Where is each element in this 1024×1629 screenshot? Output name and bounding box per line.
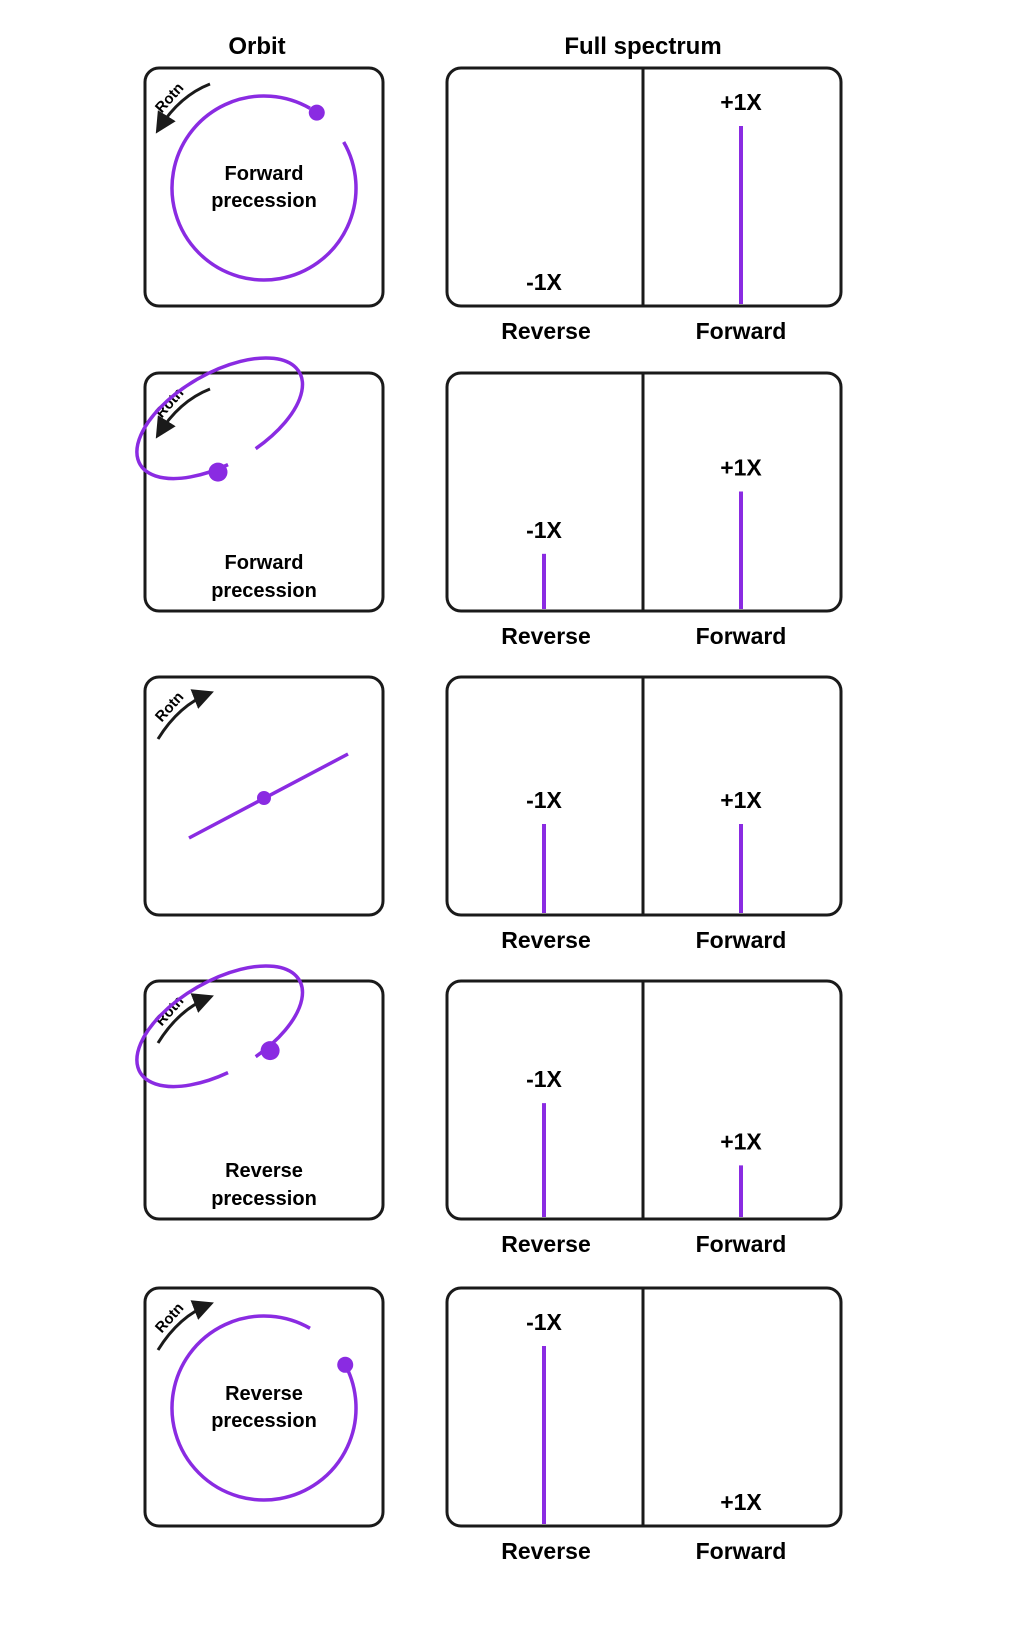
precession-label-line2: precession: [211, 1410, 317, 1432]
reverse-axis-label: Reverse: [501, 623, 591, 649]
reverse-component-label: -1X: [526, 787, 562, 813]
orbit-panel: [143, 1286, 385, 1528]
forward-axis-label: Forward: [696, 318, 787, 344]
counterclockwise-arrow-icon: [155, 387, 211, 439]
precession-label-line1: Forward: [225, 552, 304, 574]
precession-label-line1: Forward: [225, 163, 304, 185]
reverse-component-label: -1X: [526, 1309, 562, 1335]
precession-label-line2: precession: [211, 1188, 317, 1210]
orbit-ellipse: [135, 356, 305, 481]
forward-axis-label: Forward: [696, 927, 787, 953]
forward-component-label: +1X: [720, 1489, 762, 1515]
forward-component-label: +1X: [720, 787, 762, 813]
orbit-panel: [143, 371, 385, 613]
forward-component-label: +1X: [720, 89, 762, 115]
counterclockwise-arrow-icon: [155, 82, 211, 134]
orbit-keyphasor-dot: [260, 1041, 280, 1061]
orbit-panel: [143, 979, 385, 1221]
precession-label-line1: Reverse: [225, 1383, 303, 1405]
reverse-component-label: -1X: [526, 1066, 562, 1092]
orbit-circle: [170, 94, 358, 282]
forward-component-label: +1X: [720, 1128, 762, 1154]
spectrum-column-header: Full spectrum: [564, 33, 721, 60]
forward-component-label: +1X: [720, 455, 762, 481]
precession-label-line2: precession: [211, 580, 317, 602]
orbit-keyphasor-dot: [257, 791, 271, 805]
clockwise-arrow-icon: [156, 993, 214, 1044]
precession-label-line2: precession: [211, 190, 317, 212]
forward-axis-label: Forward: [696, 623, 787, 649]
orbit-keyphasor-dot: [337, 1356, 354, 1373]
reverse-axis-label: Reverse: [501, 318, 591, 344]
orbit-keyphasor-dot: [208, 462, 228, 482]
forward-axis-label: Forward: [696, 1538, 787, 1564]
reverse-component-label: -1X: [526, 269, 562, 295]
orbit-column-header: Orbit: [228, 33, 285, 60]
reverse-axis-label: Reverse: [501, 1538, 591, 1564]
clockwise-arrow-icon: [156, 689, 214, 740]
orbit-circle: [170, 1314, 358, 1502]
precession-label-line1: Reverse: [225, 1160, 303, 1182]
reverse-axis-label: Reverse: [501, 927, 591, 953]
forward-axis-label: Forward: [696, 1231, 787, 1257]
orbit-panel: [143, 66, 385, 308]
orbit-ellipse: [135, 964, 305, 1089]
clockwise-arrow-icon: [156, 1300, 214, 1351]
orbit-keyphasor-dot: [308, 104, 325, 121]
reverse-component-label: -1X: [526, 517, 562, 543]
reverse-axis-label: Reverse: [501, 1231, 591, 1257]
